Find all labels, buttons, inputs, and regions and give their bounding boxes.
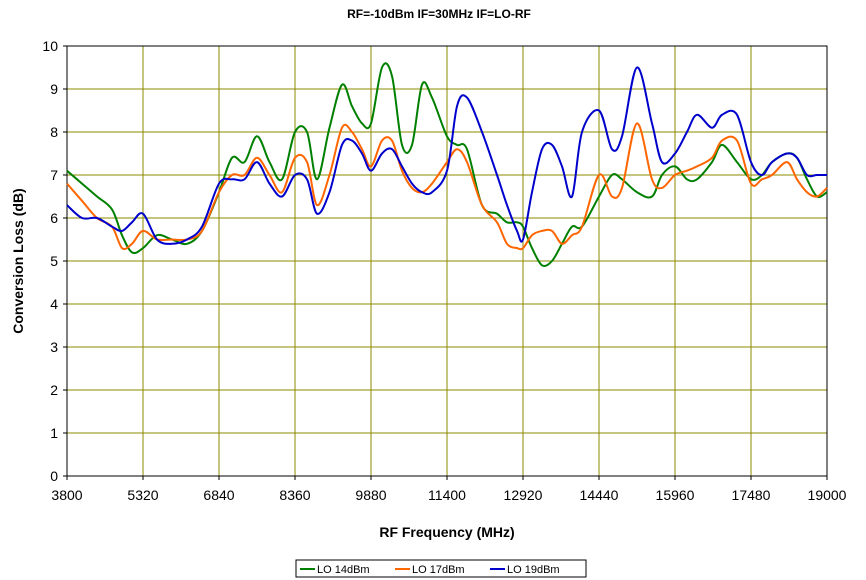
y-tick-label: 0 (50, 468, 58, 484)
x-tick-label: 12920 (504, 487, 543, 503)
y-tick-label: 3 (50, 339, 58, 355)
x-axis-label: RF Frequency (MHz) (379, 524, 514, 540)
legend-label: LO 19dBm (507, 564, 560, 576)
y-tick-label: 6 (50, 210, 58, 226)
y-tick-label: 10 (42, 38, 58, 54)
x-tick-label: 8360 (279, 487, 310, 503)
y-axis-ticks: 0 1 2 3 4 5 6 7 8 9 10 (42, 38, 67, 484)
grid (67, 46, 827, 476)
series-line-2 (66, 122, 828, 251)
legend-label: LO 14dBm (317, 564, 370, 576)
y-tick-label: 9 (50, 81, 58, 97)
y-tick-label: 7 (50, 167, 58, 183)
series-lines (66, 62, 828, 268)
x-axis-ticks: 3800 5320 6840 8360 9880 11400 12920 14440 15960… (51, 476, 847, 503)
y-tick-label: 1 (50, 425, 58, 441)
x-tick-label: 9880 (355, 487, 386, 503)
x-tick-label: 14440 (580, 487, 619, 503)
legend: LO 14dBm LO 17dBm LO 19dBm (295, 559, 587, 578)
legend-box (295, 559, 587, 578)
y-tick-label: 8 (50, 124, 58, 140)
y-axis-label: Conversion Loss (dB) (10, 188, 26, 333)
x-tick-label: 5320 (127, 487, 158, 503)
legend-label: LO 17dBm (412, 564, 465, 576)
chart-title: RF=-10dBm IF=30MHz IF=LO-RF (347, 7, 531, 21)
y-tick-label: 4 (50, 296, 58, 312)
y-tick-label: 5 (50, 253, 58, 269)
x-tick-label: 11400 (428, 487, 466, 503)
x-tick-label: 15960 (656, 487, 695, 503)
x-tick-label: 17480 (732, 487, 771, 503)
y-tick-label: 2 (50, 382, 58, 398)
series-line-3 (66, 66, 827, 245)
x-tick-label: 19000 (808, 487, 847, 503)
x-tick-label: 6840 (203, 487, 234, 503)
x-tick-label: 3800 (51, 487, 82, 503)
